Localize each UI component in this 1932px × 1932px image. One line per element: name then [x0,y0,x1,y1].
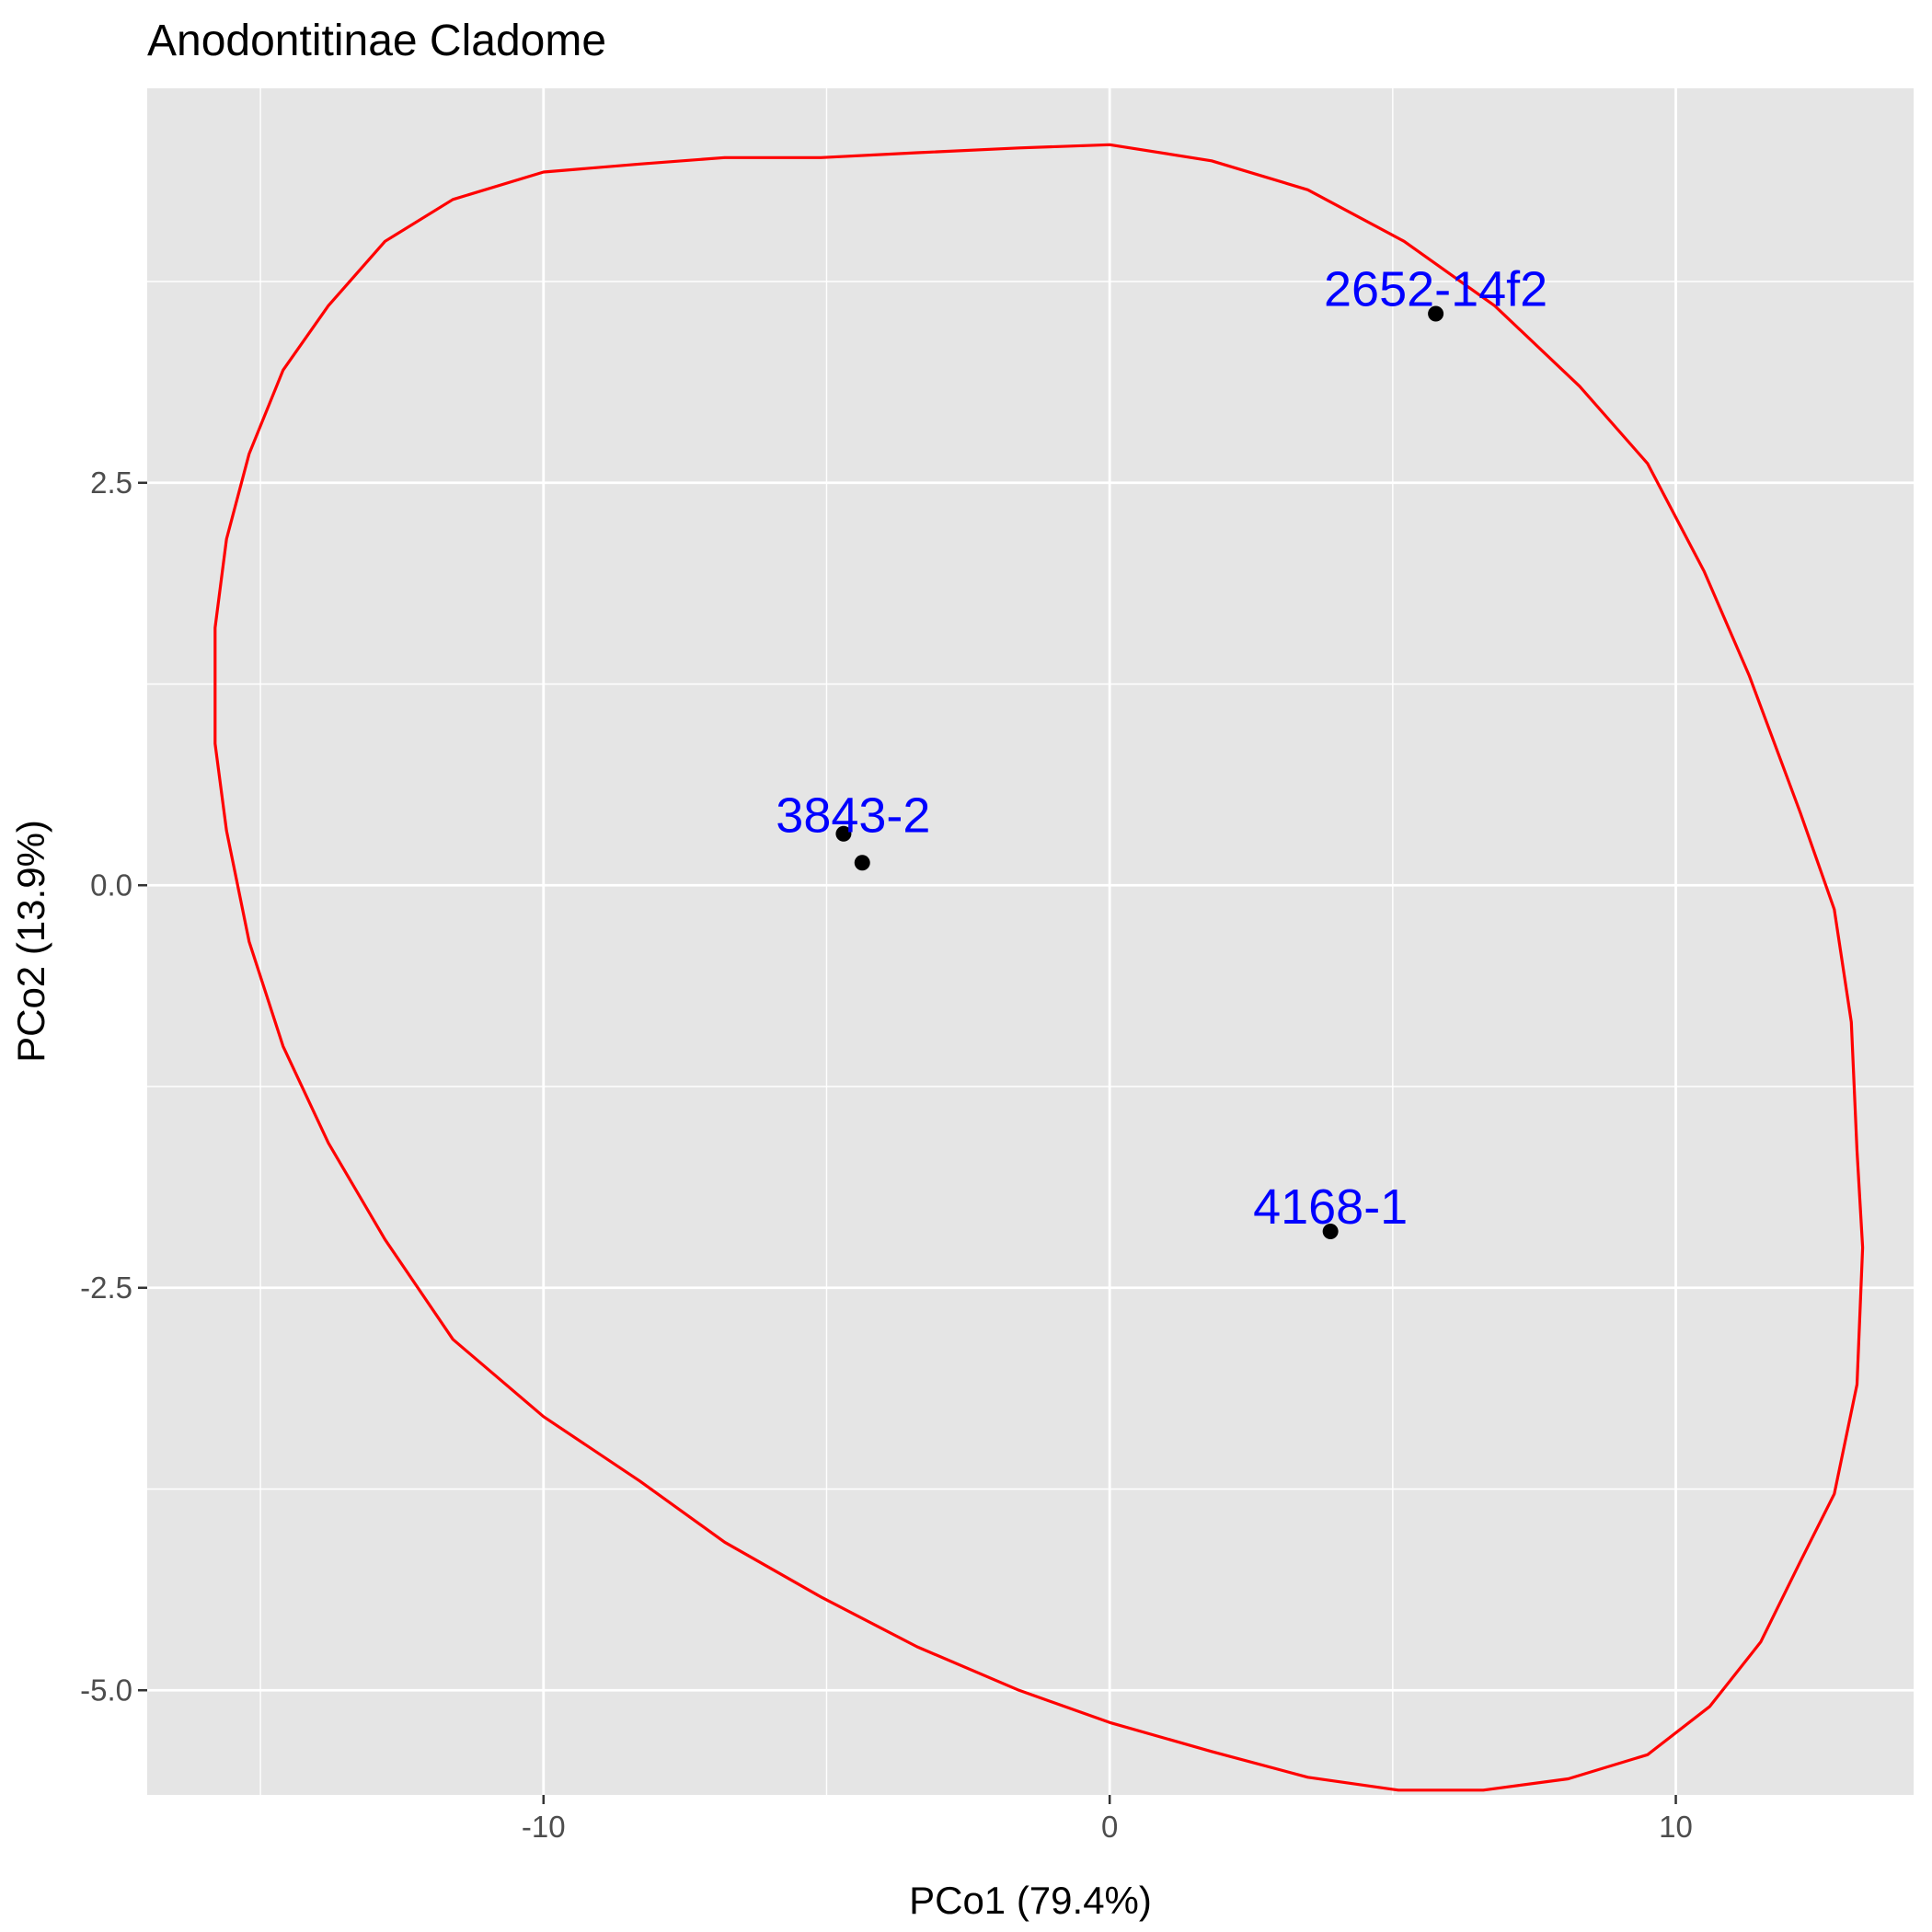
x-axis: -10 0 10 [522,1795,1693,1844]
x-tick-label: -10 [522,1810,566,1844]
confidence-ellipse-layer [213,143,1865,1792]
y-tick-label: 0.0 [90,868,132,902]
plot-panel [147,88,1914,1795]
point-label: 2652-14f2 [1324,261,1547,316]
y-tick-label: 2.5 [90,466,132,500]
major-gridlines [147,88,1914,1795]
data-point [854,855,870,871]
points-layer [835,305,1444,1239]
point-labels-layer: 3843-2 4168-1 2652-14f2 [776,261,1547,1235]
x-tick-label: 10 [1659,1810,1693,1844]
point-label: 3843-2 [776,788,930,844]
y-axis-title: PCo2 (13.9%) [9,820,52,1063]
point-label: 4168-1 [1253,1179,1408,1235]
y-tick-label: -5.0 [80,1673,132,1707]
data-point [1428,305,1444,322]
confidence-ellipse [213,143,1865,1792]
minor-gridlines [147,88,1914,1795]
data-point [1322,1224,1339,1239]
chart-title: Anodontitinae Cladome [147,17,606,65]
data-point [835,825,852,842]
x-tick-label: 0 [1101,1810,1118,1844]
y-axis: -5.0 -2.5 0.0 2.5 [80,466,147,1707]
x-axis-title: PCo1 (79.4%) [909,1879,1152,1922]
y-tick-label: -2.5 [80,1271,132,1305]
